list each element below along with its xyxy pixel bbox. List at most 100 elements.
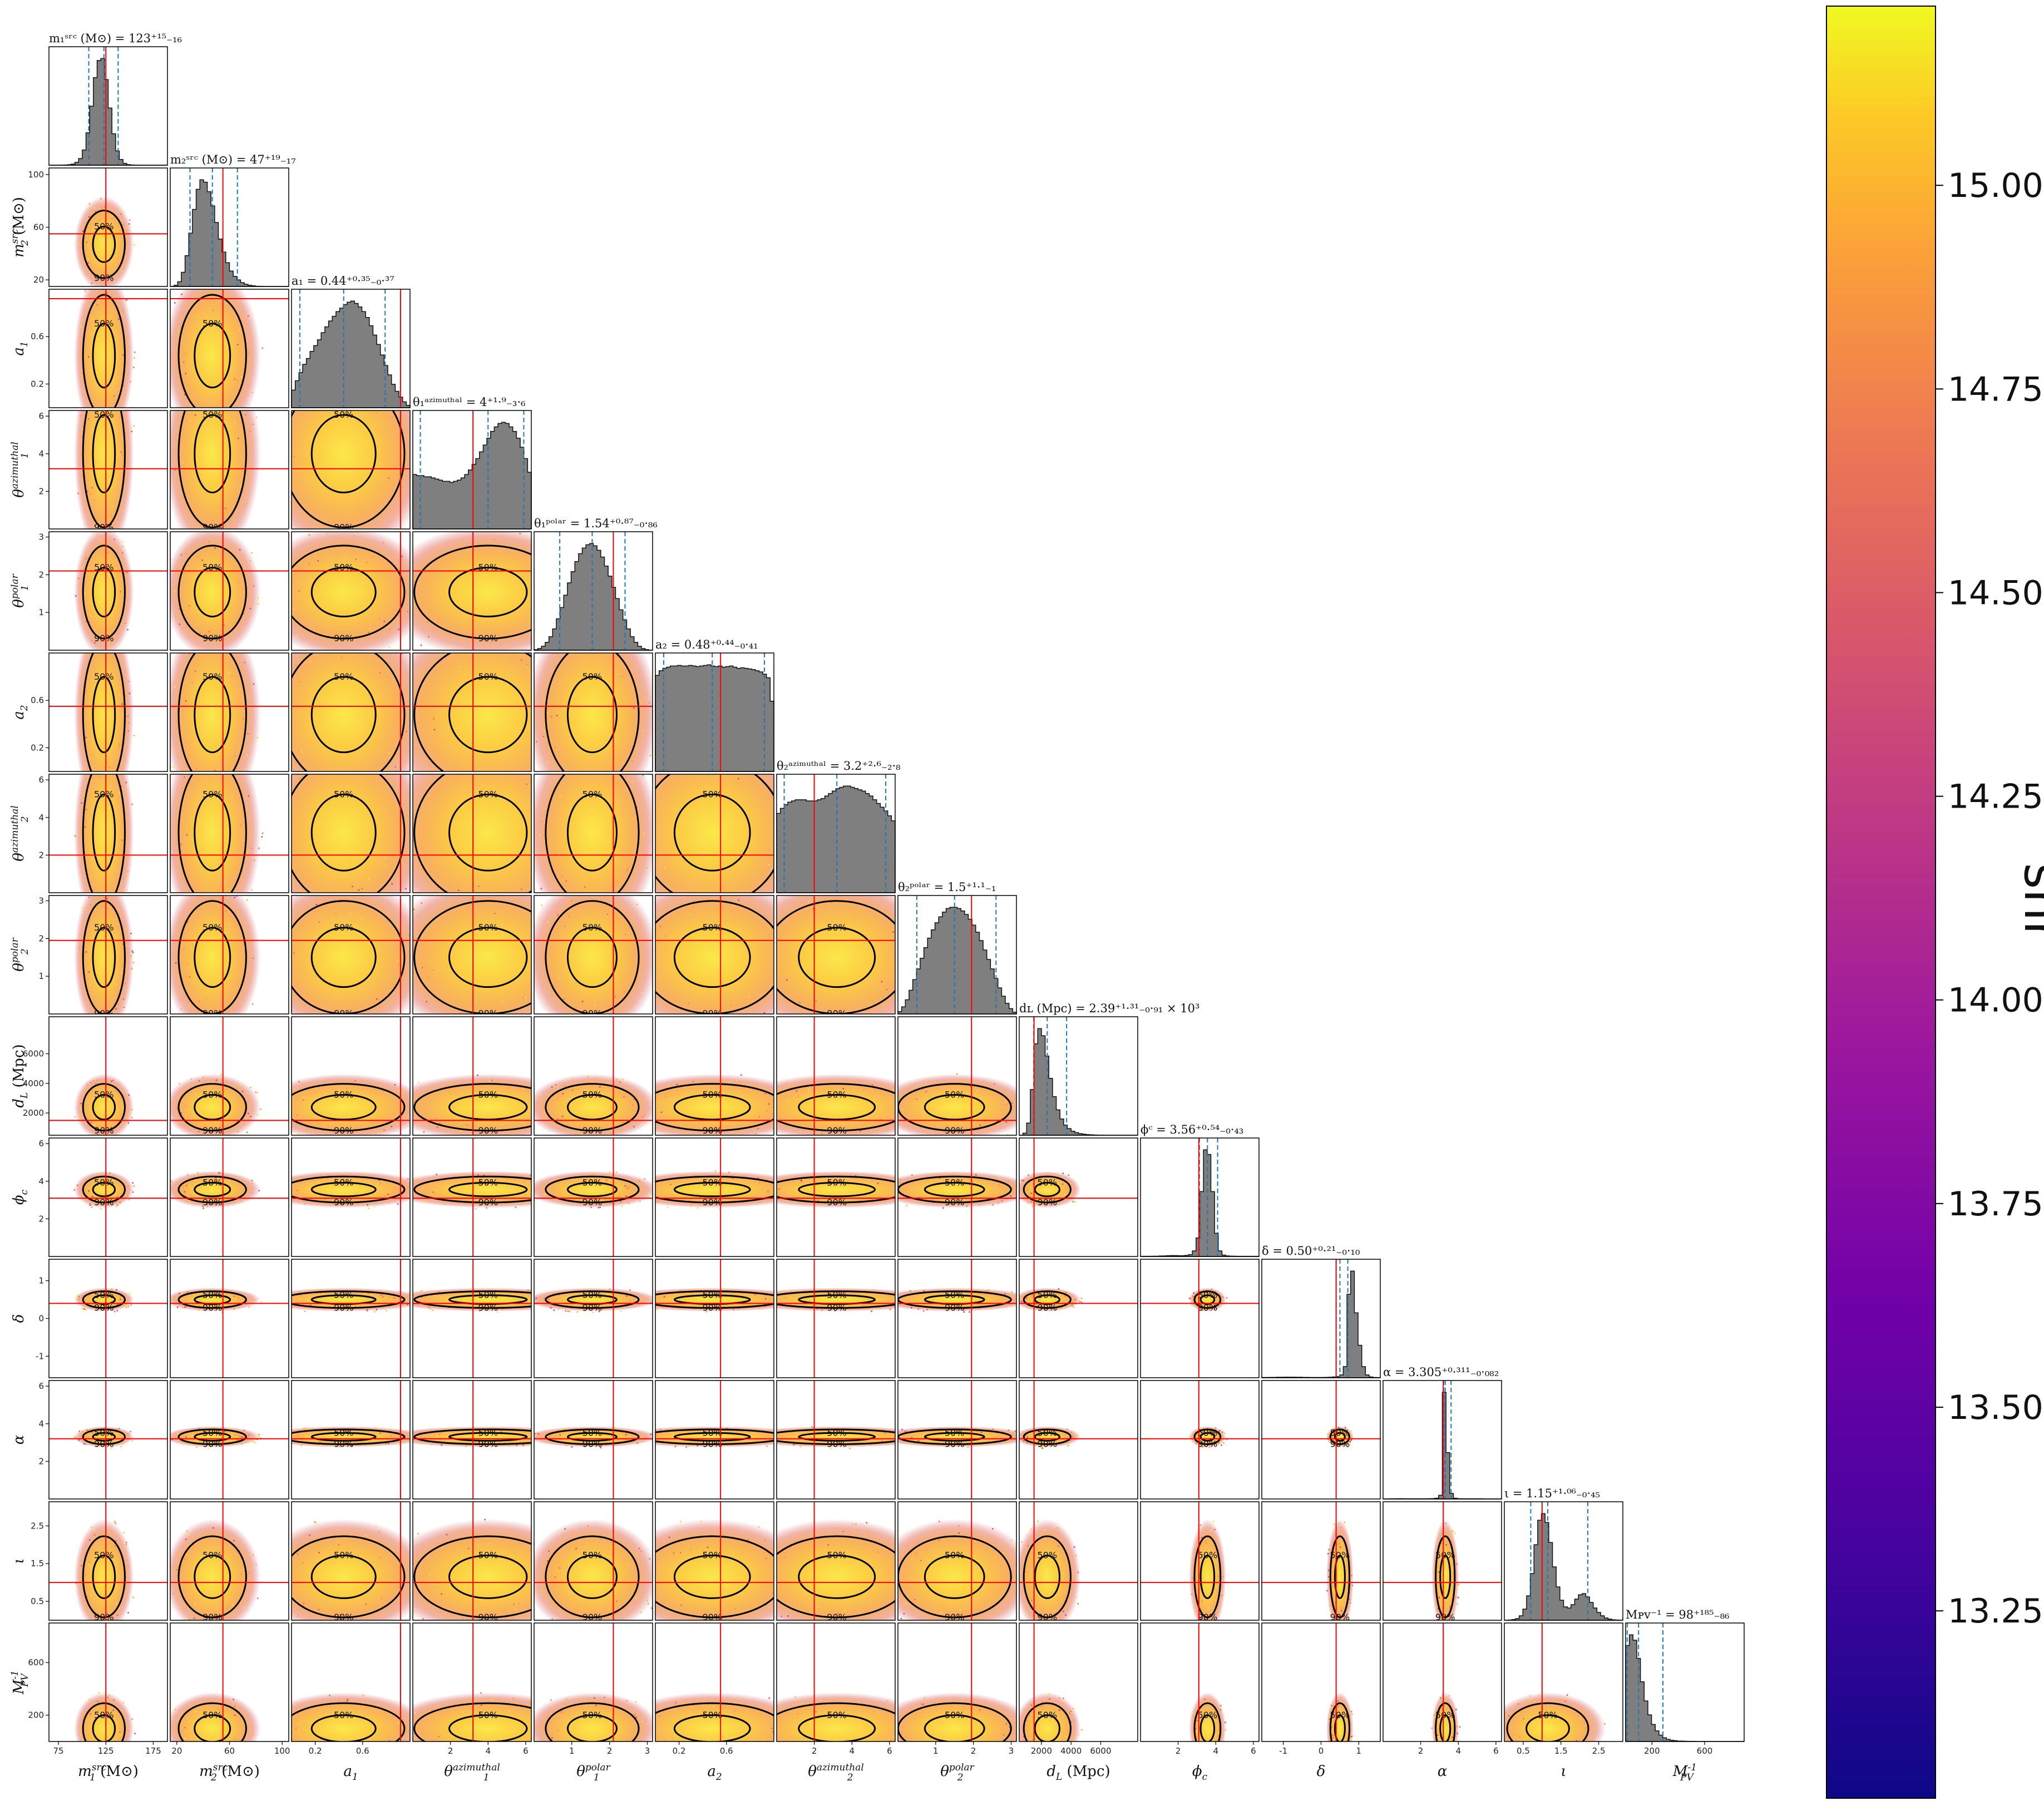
- scatter-point: [179, 1194, 181, 1196]
- scatter-point: [1008, 1180, 1009, 1182]
- contour-label: 50%: [478, 1090, 498, 1100]
- scatter-point: [1068, 1186, 1070, 1188]
- scatter-point: [373, 1310, 376, 1313]
- scatter-point: [295, 1727, 297, 1729]
- scatter-point: [486, 1204, 488, 1206]
- scatter-point: [373, 1206, 376, 1208]
- scatter-point: [206, 997, 208, 1000]
- scatter-point: [541, 904, 543, 906]
- contour-label: 50%: [478, 1177, 498, 1187]
- scatter-point: [1221, 1444, 1222, 1446]
- scatter-point: [218, 1172, 220, 1174]
- scatter-point: [116, 1602, 117, 1605]
- scatter-point: [1027, 1545, 1029, 1547]
- scatter-point: [186, 1115, 187, 1116]
- panel-frame: [170, 1016, 289, 1136]
- x-tick-label: 2: [1176, 1746, 1181, 1756]
- contour-label: 50%: [827, 1550, 847, 1561]
- scatter-point: [248, 353, 249, 355]
- scatter-point: [702, 1200, 703, 1202]
- contour-label: 90%: [582, 1303, 603, 1313]
- contour-label: 50%: [582, 789, 603, 799]
- scatter-point: [1009, 1188, 1010, 1190]
- scatter-point: [1449, 1606, 1451, 1608]
- scatter-point: [526, 783, 528, 785]
- scatter-point: [516, 1444, 518, 1446]
- scatter-point: [764, 1092, 766, 1095]
- scatter-point: [315, 904, 318, 906]
- scatter-point: [1337, 1700, 1339, 1702]
- scatter-point: [408, 1746, 409, 1748]
- scatter-point: [468, 1696, 470, 1699]
- scatter-point: [911, 1194, 913, 1196]
- contour-90: [1435, 1702, 1456, 1741]
- density-cloud: [534, 653, 653, 771]
- scatter-point: [551, 1737, 553, 1739]
- scatter-point: [196, 1750, 198, 1752]
- contour-label: 50%: [203, 562, 223, 573]
- contour-50: [194, 676, 231, 754]
- scatter-point: [581, 1001, 584, 1002]
- scatter-point: [367, 1204, 369, 1206]
- contour-label: 50%: [945, 1427, 965, 1438]
- scatter-point: [93, 1201, 95, 1203]
- scatter-point: [1451, 1736, 1453, 1738]
- scatter-point: [996, 1593, 998, 1595]
- scatter-point: [914, 947, 915, 949]
- scatter-point: [236, 1439, 239, 1441]
- scatter-panel-t1p-delta: 50%90%: [534, 1259, 653, 1378]
- scatter-point: [508, 1710, 510, 1712]
- contour-label: 90%: [478, 1612, 498, 1622]
- scatter-point: [381, 1291, 383, 1293]
- scatter-point: [182, 462, 184, 463]
- scatter-point: [219, 1709, 220, 1711]
- scatter-point: [1194, 1728, 1197, 1729]
- scatter-point: [367, 1310, 368, 1312]
- scatter-point: [802, 1307, 804, 1309]
- scatter-point: [849, 1447, 851, 1449]
- scatter-point: [400, 1191, 402, 1193]
- contour-90: [1193, 1702, 1222, 1741]
- scatter-point: [882, 1177, 884, 1180]
- scatter-point: [934, 1136, 936, 1138]
- scatter-point: [543, 1107, 545, 1109]
- scatter-point: [115, 651, 116, 653]
- scatter-point: [127, 225, 129, 226]
- scatter-point: [585, 1542, 587, 1543]
- scatter-point: [88, 203, 90, 205]
- scatter-point: [672, 1432, 674, 1434]
- scatter-point: [1332, 1597, 1335, 1600]
- scatter-point: [120, 1191, 122, 1193]
- y-tick-label: 2: [38, 1214, 44, 1224]
- scatter-point: [184, 575, 186, 577]
- scatter-point: [827, 1544, 830, 1546]
- scatter-point: [625, 1195, 627, 1197]
- scatter-panel-t2a-alpha: 50%90%: [776, 1380, 896, 1500]
- scatter-point: [1337, 1705, 1339, 1708]
- scatter-point: [199, 1305, 201, 1307]
- scatter-point: [1056, 1527, 1059, 1529]
- scatter-point: [84, 826, 86, 828]
- scatter-point: [467, 1124, 470, 1126]
- scatter-point: [399, 1713, 401, 1715]
- scatter-point: [783, 1556, 786, 1558]
- scatter-point: [690, 1548, 692, 1550]
- scatter-point: [902, 1109, 905, 1110]
- scatter-point: [437, 1432, 438, 1433]
- scatter-point: [122, 790, 125, 793]
- scatter-points: 50%90%: [1019, 1623, 1083, 1741]
- scatter-point: [123, 385, 125, 387]
- scatter-point: [957, 1611, 959, 1612]
- scatter-point: [1439, 1720, 1440, 1721]
- scatter-point: [692, 1081, 694, 1082]
- contour-label: 90%: [582, 1439, 603, 1449]
- scatter-point: [490, 1306, 492, 1308]
- density-cloud: [413, 653, 531, 771]
- scatter-point: [1008, 1429, 1010, 1431]
- scatter-point: [980, 1431, 982, 1433]
- scatter-point: [120, 591, 122, 592]
- panel-frame: [1383, 1501, 1502, 1621]
- scatter-point: [1193, 1748, 1194, 1749]
- scatter-point: [130, 381, 131, 383]
- scatter-point: [1328, 1548, 1330, 1551]
